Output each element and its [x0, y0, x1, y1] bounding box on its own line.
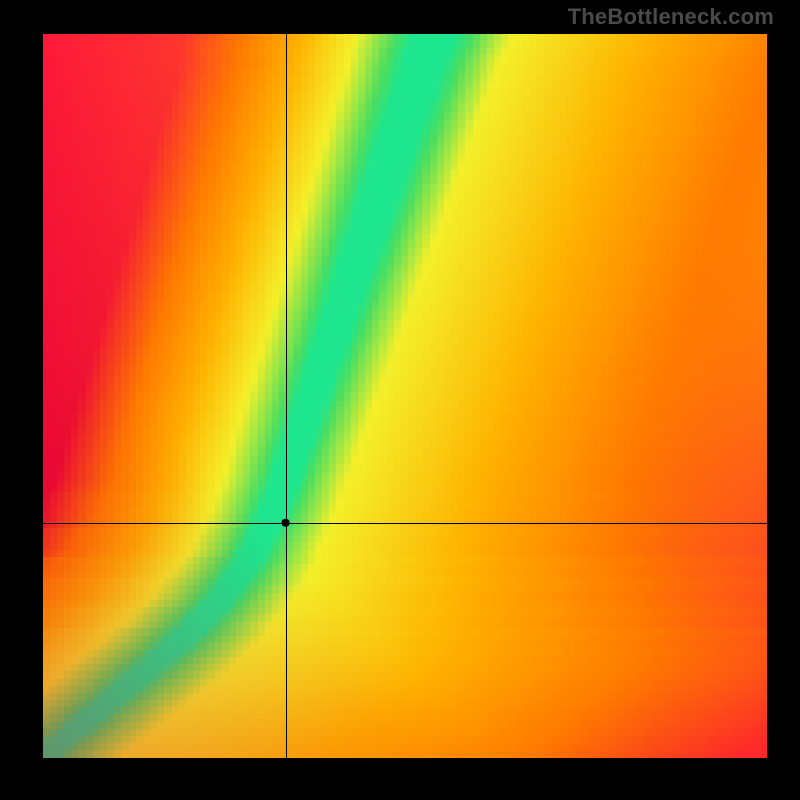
bottleneck-heatmap: [43, 34, 767, 758]
chart-container: { "watermark": { "text": "TheBottleneck.…: [0, 0, 800, 800]
watermark-text: TheBottleneck.com: [568, 4, 774, 30]
